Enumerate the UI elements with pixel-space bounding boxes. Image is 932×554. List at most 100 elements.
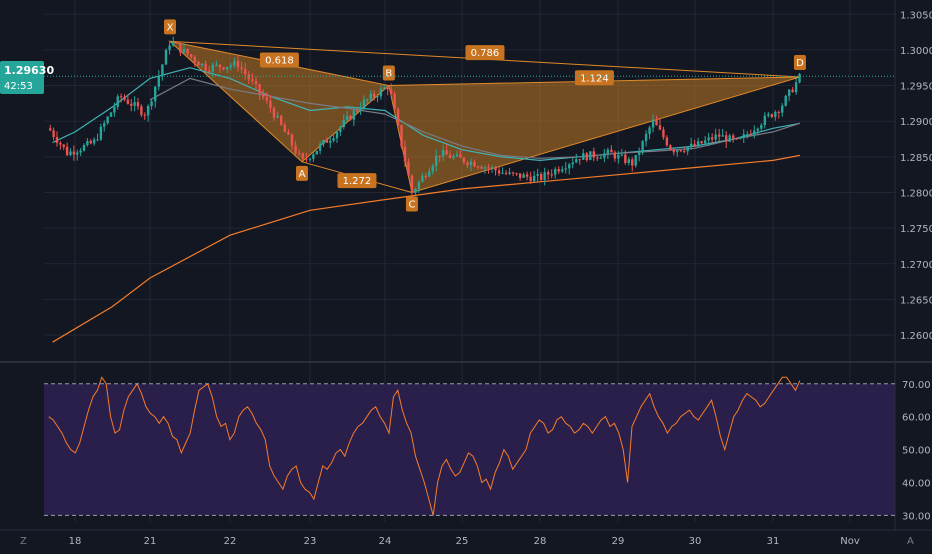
candle-body: [480, 167, 483, 169]
candle-body: [119, 96, 123, 98]
candle-body: [99, 126, 103, 140]
candle-body: [777, 111, 780, 113]
auto-scale-icon[interactable]: A: [907, 536, 914, 547]
candle-body: [226, 67, 229, 70]
candle-body: [79, 150, 82, 153]
candle-body: [332, 138, 335, 141]
candle-body: [655, 119, 658, 126]
candle-body: [578, 159, 581, 161]
candle-body: [186, 48, 189, 55]
candle-body: [564, 168, 567, 170]
candle-body: [393, 94, 396, 110]
candle-body: [280, 115, 283, 125]
candle-body: [179, 43, 182, 53]
candle-body: [140, 106, 143, 115]
candle-body: [596, 157, 599, 159]
candle-body: [421, 175, 424, 182]
candle-body: [703, 140, 707, 144]
candle-body: [200, 63, 204, 66]
candle-body: [298, 153, 301, 155]
date-tick-label: 22: [224, 536, 237, 547]
candle-body: [462, 157, 466, 163]
candle-body: [130, 103, 133, 106]
candle-body: [522, 174, 525, 178]
candle-body: [592, 151, 596, 158]
candle-body: [136, 102, 140, 107]
point-label-box-a: [296, 165, 308, 181]
candle-body: [318, 144, 322, 151]
candle-body: [161, 64, 164, 76]
rsi-tick-label: 70.00: [902, 380, 931, 391]
candle-body: [396, 109, 400, 125]
candle-body: [550, 174, 553, 176]
candle-body: [707, 137, 710, 141]
candle-body: [116, 96, 119, 107]
candle-body: [739, 137, 742, 139]
rsi-tick-label: 30.00: [902, 511, 931, 522]
candle-body: [683, 151, 686, 153]
date-tick-label: 18: [69, 536, 82, 547]
candle-body: [651, 119, 655, 128]
candle-body: [133, 102, 136, 106]
candle-body: [791, 89, 794, 93]
candle-body: [627, 159, 630, 163]
candle-body: [168, 45, 171, 51]
candle-body: [342, 120, 345, 128]
candle-body: [208, 70, 211, 72]
candle-body: [182, 48, 186, 53]
candle-body: [157, 75, 160, 87]
candle-body: [532, 175, 536, 182]
timezone-icon[interactable]: Z: [20, 536, 27, 547]
candle-body: [143, 114, 146, 116]
date-tick-label: Nov: [840, 536, 860, 547]
candle-body: [265, 97, 268, 101]
candle-body: [753, 130, 756, 135]
candle-body: [287, 132, 290, 135]
candle-body: [301, 153, 304, 159]
candle-body: [490, 167, 494, 169]
price-marker-box: [0, 61, 44, 94]
candle-body: [89, 141, 92, 144]
candle-body: [62, 144, 65, 147]
candle-body: [784, 95, 787, 106]
candle-body: [356, 110, 359, 112]
candle-body: [525, 174, 529, 177]
candle-body: [240, 67, 243, 69]
candle-body: [466, 162, 469, 165]
candle-body: [610, 149, 613, 153]
candle-body: [276, 115, 279, 118]
candle-body: [76, 152, 79, 155]
candle-body: [767, 114, 770, 116]
candle-body: [501, 172, 504, 174]
candle-body: [710, 137, 714, 140]
candle-body: [197, 61, 200, 66]
candle-body: [774, 111, 777, 117]
candle-body: [438, 155, 441, 157]
candle-body: [236, 61, 240, 68]
candle-body: [781, 105, 784, 113]
candle-body: [376, 96, 379, 98]
candle-body: [190, 54, 193, 57]
candle-body: [359, 108, 362, 111]
candle-body: [283, 124, 286, 133]
candle-body: [676, 150, 679, 153]
point-label-box-d: [793, 54, 806, 70]
candle-body: [366, 99, 369, 101]
point-label-c: C: [408, 199, 415, 210]
candle-body: [65, 146, 69, 156]
candle-body: [557, 169, 560, 172]
ratio-label-box: [465, 45, 505, 61]
candle-body: [322, 139, 325, 145]
candles: [49, 36, 801, 197]
candle-body: [679, 150, 682, 152]
candle-body: [459, 154, 462, 158]
candle-body: [414, 189, 417, 193]
candle-body: [452, 156, 455, 158]
candle-body: [417, 181, 421, 190]
candle-body: [637, 152, 641, 155]
candle-body: [696, 141, 700, 147]
candle-body: [362, 99, 366, 109]
rsi-line-group: [48, 376, 801, 516]
